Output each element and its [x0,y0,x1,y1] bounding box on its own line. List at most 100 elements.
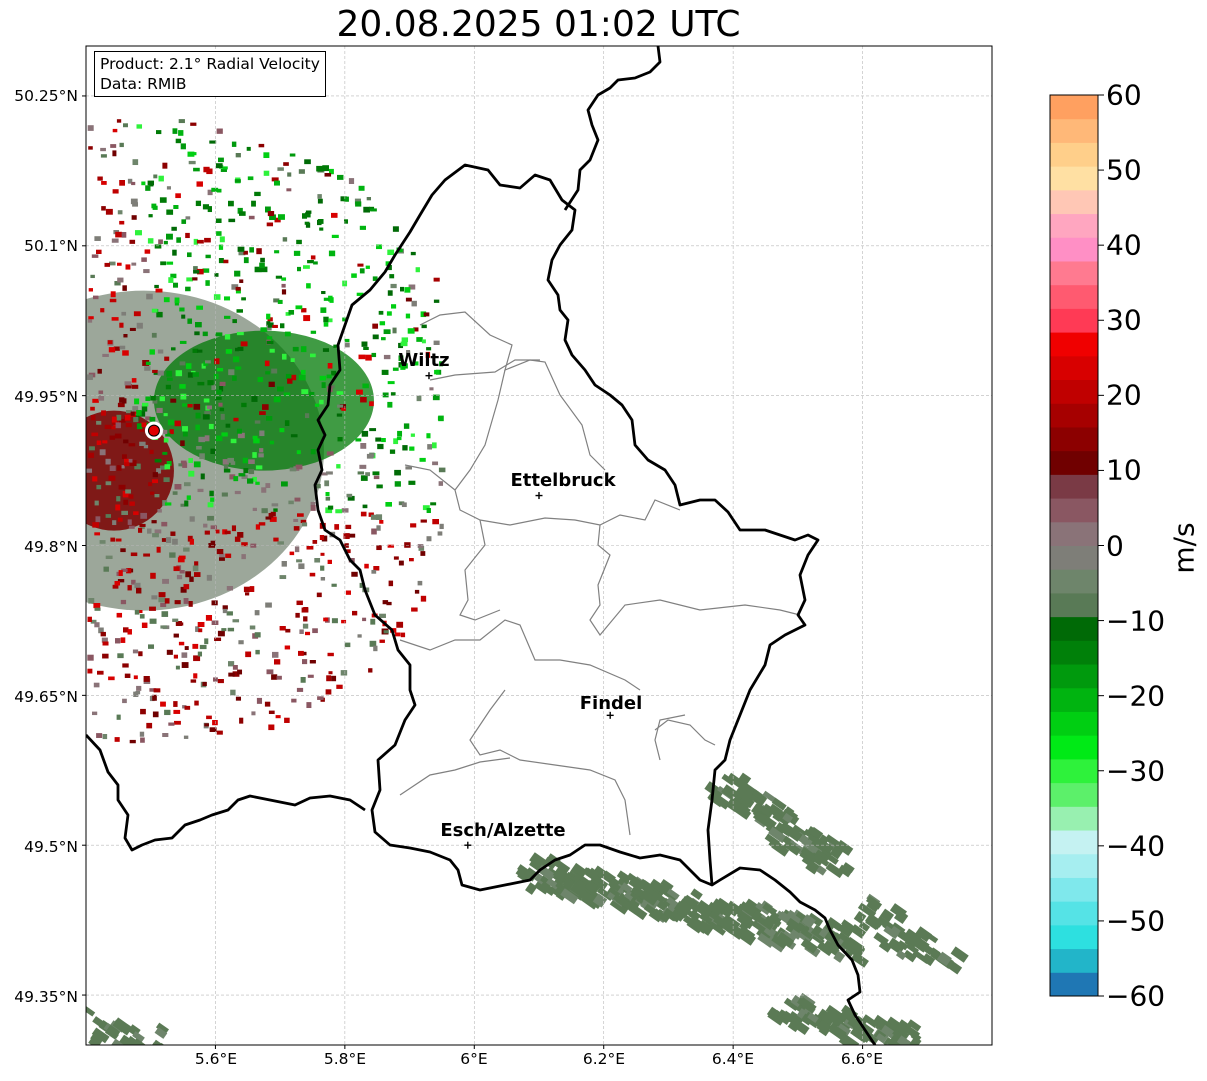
radar-echo-pixel [273,396,281,403]
radar-echo-pixel [123,627,129,633]
radar-echo-pixel [163,413,168,417]
radar-echo-pixel [227,627,235,632]
radar-echo-pixel [114,281,121,286]
radar-echo-pixel [319,535,325,541]
radar-echo-pixel [119,142,124,148]
radar-echo-pixel [394,481,401,487]
radar-echo-pixel [118,484,126,490]
radar-echo-pixel [132,159,139,166]
radar-echo-pixel [357,634,362,638]
radar-echo-pixel [231,525,237,532]
radar-echo-pixel [348,533,356,538]
colorbar-tick-label-2: 40 [1106,228,1142,262]
radar-echo-pixel [88,316,94,320]
radar-echo-pixel [319,399,324,405]
radar-echo-pixel [216,549,224,555]
product-info-box: Product: 2.1° Radial Velocity Data: RMIB [94,51,326,97]
radar-echo-pixel [405,297,412,302]
radar-echo-pixel [143,444,149,449]
colorbar-segment-27 [1050,332,1098,357]
precip-band-pixel [154,1027,168,1039]
radar-echo-pixel [400,341,408,347]
radar-echo-pixel [305,413,310,419]
precip-band-pixel [887,937,906,955]
radar-echo-pixel [363,346,369,351]
radar-echo-pixel [360,397,367,403]
radar-echo-pixel [237,669,243,675]
radar-echo-pixel [111,317,119,321]
canton-border-esch [399,757,511,796]
radar-echo-pixel [196,239,204,244]
radar-echo-pixel [132,649,139,654]
radar-echo-pixel [206,168,213,175]
radar-echo-pixel [93,295,99,300]
radar-echo-pixel [160,701,166,707]
radar-echo-pixel [323,316,329,323]
radar-echo-pixel [197,488,204,493]
radar-echo-pixel [102,440,108,444]
radar-echo-pixel [90,415,96,421]
radar-echo-pixel [109,465,116,471]
radar-echo-pixel [301,607,309,613]
radar-echo-pixel [326,471,333,475]
radar-echo-pixel [439,361,444,367]
radar-echo-pixel [91,432,99,437]
radar-echo-pixel [307,674,314,678]
radar-echo-pixel [199,453,205,460]
radar-echo-pixel [205,254,211,259]
radar-echo-pixel [95,516,101,523]
radar-echo-pixel [359,582,365,588]
radar-echo-pixel [432,442,437,449]
radar-echo-pixel [197,268,204,275]
colorbar-segment-11 [1050,711,1098,736]
radar-echo-pixel [100,147,106,152]
radar-echo-pixel [397,430,403,437]
radar-echo-pixel [219,557,225,561]
radar-echo-pixel [192,565,199,572]
radar-echo-pixel [182,705,187,709]
radar-echo-pixel [159,197,167,203]
radar-echo-pixel [216,730,223,735]
radar-echo-pixel [129,460,137,467]
radar-echo-pixel [274,250,280,254]
radar-echo-pixel [368,512,374,517]
radar-echo-pixel [181,662,189,668]
radar-echo-pixel [221,432,228,437]
radar-echo-pixel [401,502,407,508]
colorbar-segment-17 [1050,569,1098,594]
radar-echo-pixel [154,529,162,534]
radar-echo-pixel [251,711,256,716]
radar-echo-pixel [100,631,106,637]
radar-echo-pixel [110,144,117,148]
radar-echo-pixel [302,213,308,219]
radar-echo-pixel [154,284,159,289]
lon-label-5-8: 5.8°E [323,1050,367,1068]
radar-echo-pixel [438,481,444,486]
radar-echo-pixel [225,423,231,428]
radar-echo-pixel [360,475,368,481]
radar-echo-pixel [385,261,392,266]
radar-echo-pixel [296,559,303,563]
radar-echo-pixel [215,529,220,534]
radar-echo-pixel [162,578,170,584]
radar-echo-pixel [122,698,127,704]
radar-echo-pixel [410,251,416,256]
radar-echo-pixel [348,178,355,184]
colorbar-tick-label-3: 30 [1106,303,1142,337]
lon-label-6-4: 6.4°E [711,1050,755,1068]
radar-echo-pixel [166,537,172,543]
radar-echo-pixel [96,249,102,254]
radar-echo-pixel [346,549,351,554]
precip-band-pixel [875,1033,887,1043]
radar-echo-pixel [212,720,218,726]
radar-echo-pixel [196,305,203,310]
lat-label-50-1: 50.1°N [24,237,78,255]
radar-echo-pixel [178,130,184,136]
city-marker-2 [606,711,614,719]
radar-echo-pixel [373,475,380,480]
precip-band-pixel [858,921,871,932]
radar-echo-pixel [119,220,125,225]
radar-echo-pixel [138,651,143,657]
radar-echo-pixel [304,221,310,225]
precip-band-pixel [91,1027,110,1044]
